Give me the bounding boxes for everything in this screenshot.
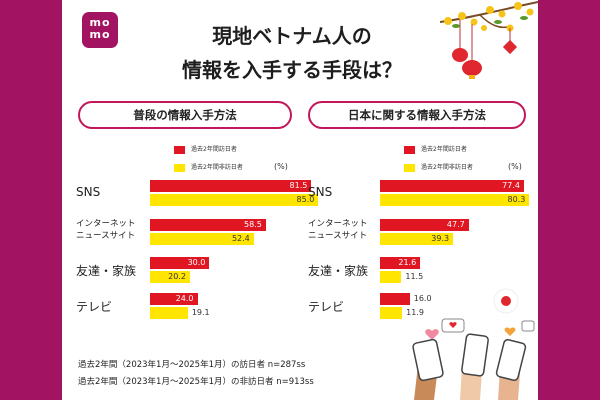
bar-not-visited (380, 233, 454, 245)
data-label: 30.0 (187, 258, 206, 267)
category-label: 友達・家族 (308, 264, 369, 278)
legend-swatch-yellow (404, 163, 415, 172)
category-label: テレビ (308, 300, 345, 314)
legend-swatch-red (174, 145, 185, 154)
bar-visited (380, 257, 421, 269)
data-label: 21.6 (398, 258, 417, 267)
category-label: インターネット ニュースサイト (76, 219, 136, 241)
bar-not-visited (380, 307, 403, 319)
data-label: 24.0 (175, 294, 194, 303)
legend-swatch-red (404, 145, 415, 154)
bar-visited (380, 219, 469, 231)
bar-not-visited (380, 194, 530, 206)
bar-visited (380, 293, 410, 305)
legend-swatch-yellow (174, 163, 185, 172)
blossom-decoration (440, 1, 538, 79)
data-label: 52.4 (231, 234, 250, 243)
bar-not-visited (380, 271, 402, 283)
phones-hearts-illustration (412, 288, 535, 400)
bar-visited (150, 257, 210, 269)
data-label: 11.9 (406, 308, 424, 317)
category-label: SNS (308, 185, 333, 199)
category-label: インターネット ニュースサイト (308, 219, 368, 241)
data-label: 85.0 (296, 195, 315, 204)
left-unit-label: (%) (274, 162, 288, 171)
title-line-1: 現地ベトナム人の (212, 24, 372, 48)
bar-not-visited (150, 233, 254, 245)
right-unit-label: (%) (508, 162, 522, 171)
footnote-visitors: 過去2年間（2023年1月～2025年1月）の訪日者 n=287ss (78, 360, 306, 370)
category-label: SNS (76, 185, 101, 199)
data-label: 81.5 (289, 181, 308, 190)
bar-not-visited (150, 307, 188, 319)
bar-not-visited (150, 194, 319, 206)
bar-visited (150, 219, 266, 231)
bar-not-visited (150, 271, 190, 283)
data-label: 77.4 (502, 181, 520, 190)
category-label: テレビ (76, 300, 113, 314)
data-label: 58.5 (244, 220, 262, 229)
left-chart-title: 普段の情報入手方法 (78, 101, 292, 129)
infographic-card: mo mo 現地ベトナム人の 情報を入手する手段は？ 普段の情報入手方法 日本に… (62, 0, 538, 400)
title-line-2: 情報を入手する手段は？ (182, 58, 402, 82)
left-legend-visited: 過去2年間訪日者 (174, 144, 237, 154)
data-label: 47.7 (446, 220, 465, 229)
data-label: 16.0 (413, 294, 432, 303)
momo-logo: mo mo (82, 12, 118, 48)
bar-visited (150, 293, 198, 305)
footnote-non-visitors: 過去2年間（2023年1月～2025年1月）の非訪日者 n=913ss (78, 377, 314, 387)
data-label: 80.3 (507, 195, 526, 204)
right-legend-visited: 過去2年間訪日者 (404, 144, 467, 154)
bar-visited (380, 180, 524, 192)
data-label: 20.2 (168, 272, 186, 281)
data-label: 19.1 (191, 308, 210, 317)
left-legend-not-visited: 過去2年間非訪日者 (174, 162, 243, 172)
data-label: 39.3 (431, 234, 450, 243)
category-label: 友達・家族 (76, 264, 137, 278)
right-legend-not-visited: 過去2年間非訪日者 (404, 162, 473, 172)
bar-visited (150, 180, 312, 192)
data-label: 11.5 (405, 272, 424, 281)
right-chart-title: 日本に関する情報入手方法 (308, 101, 526, 129)
